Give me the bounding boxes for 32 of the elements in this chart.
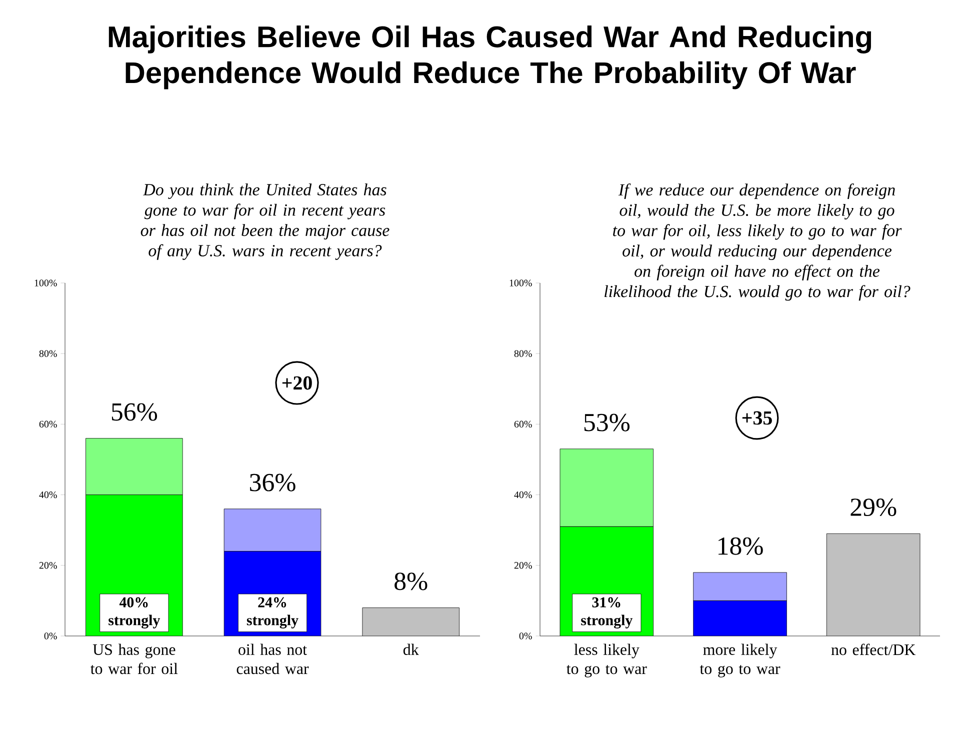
- total-label: 18%: [718, 537, 763, 555]
- total-label: 53%: [584, 414, 630, 432]
- total-label: 8%: [394, 572, 428, 590]
- y-tick-label: 60%: [514, 420, 532, 428]
- y-tick-label: 20%: [39, 562, 57, 569]
- y-tick-label: 100%: [510, 280, 532, 286]
- x-tick-label: less likely to go to war: [566, 644, 647, 678]
- x-tick-label: US has gone to war for oil: [90, 644, 178, 674]
- x-tick-label: no effect/DK: [831, 644, 916, 656]
- chart-subtitle: If we reduce our dependence on foreign oil, would the U.S. be more likely to go to war for oil, less likely to go to war for oil, or would reducing our dependence on foreign oil have no effect on the likelihood the U.S. would go to war for oil?: [604, 184, 910, 301]
- chart-subtitle: Do you think the United States has gone to war for oil in recent years or has oil not been the major cause of any U.S. wars in recent years?: [140, 184, 390, 260]
- y-tick-label: 80%: [39, 350, 57, 357]
- y-tick-label: 40%: [514, 491, 532, 498]
- x-tick-label: oil has not caused war: [236, 644, 309, 674]
- total-label: 36%: [250, 474, 296, 492]
- y-tick-label: 40%: [39, 491, 57, 498]
- x-tick-label: dk: [403, 644, 419, 655]
- data-label: 31% strongly: [581, 597, 633, 628]
- y-tick-label: 60%: [39, 420, 57, 428]
- annotation: +20: [282, 376, 312, 390]
- y-tick-label: 0%: [519, 632, 532, 640]
- total-label: 29%: [850, 498, 896, 516]
- y-tick-label: 80%: [514, 350, 532, 357]
- data-label: 40% strongly: [108, 597, 160, 628]
- y-tick-label: 100%: [34, 280, 57, 286]
- chart-title: Majorities Believe Oil Has Caused War And Reducing Dependence Would Reduce The Probability Of War: [108, 26, 872, 90]
- data-label: 24% strongly: [246, 597, 298, 628]
- y-tick-label: 20%: [514, 562, 532, 569]
- y-tick-label: 0%: [44, 632, 57, 640]
- annotation: +35: [742, 411, 772, 425]
- total-label: 56%: [112, 403, 158, 421]
- x-tick-label: more likely to go to war: [700, 644, 780, 678]
